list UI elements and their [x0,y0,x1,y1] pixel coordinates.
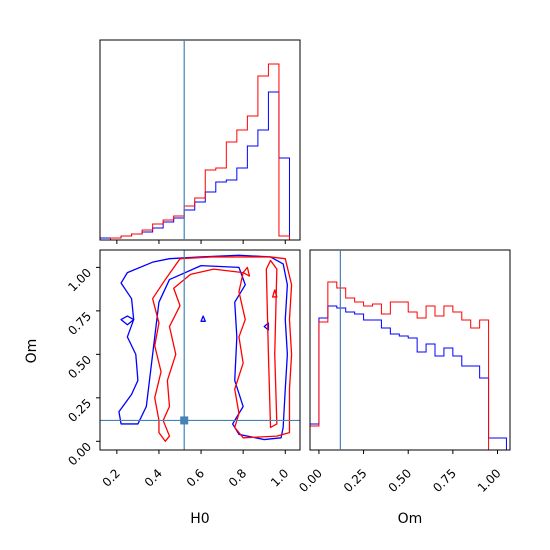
h0-hist-red-series [100,63,300,241]
h0-om-contour-panel: 0.2 0.4 0.6 0.8 1.0 0.00 0.25 0.50 0.75 1.00 [65,249,301,490]
blue-contour [118,254,289,441]
om-hist-blue-series [309,305,507,450]
truth-marker [180,416,189,425]
x-axis-label-om: Om [398,511,423,527]
contour-x-tick-label: 1.0 [268,466,291,489]
blue-contour [200,315,206,322]
blue-contour [120,315,135,326]
red-contour [151,256,293,442]
h0-hist-frame [99,39,301,241]
om-hist-frame [309,249,511,451]
contour-y-tick-label: 0.50 [65,353,94,382]
h0-hist-blue-series [99,91,300,241]
x-axis-label-h0: H0 [190,511,209,527]
red-contour [265,259,278,429]
om-hist-x-tick-label: 1.00 [475,466,504,495]
om-hist-x-tick-label: 0.75 [430,466,459,495]
om-hist-x-tick-label: 0.00 [296,466,325,495]
om-hist-x-tick-label: 0.50 [386,466,415,495]
red-contour [242,266,251,277]
y-axis-label-om: Om [24,339,40,364]
blue-contour [263,322,270,331]
contour-x-tick-label: 0.8 [226,466,249,489]
contour-x-tick-label: 0.2 [100,466,123,489]
contour-y-tick-label: 0.75 [65,309,94,338]
om-hist-x-tick-label: 0.25 [341,466,370,495]
om-histogram-panel: 0.00 0.25 0.50 0.75 1.00 [296,249,511,495]
contour-y-tick-label: 0.00 [65,440,94,469]
om-hist-red-series [309,281,507,451]
h0-histogram-panel [99,39,301,244]
contour-x-tick-label: 0.6 [184,466,207,489]
contour-x-tick-label: 0.4 [142,466,165,489]
contour-frame [99,249,301,451]
contour-y-tick-label: 0.25 [65,396,94,425]
contour-y-tick-label: 1.00 [65,266,94,295]
